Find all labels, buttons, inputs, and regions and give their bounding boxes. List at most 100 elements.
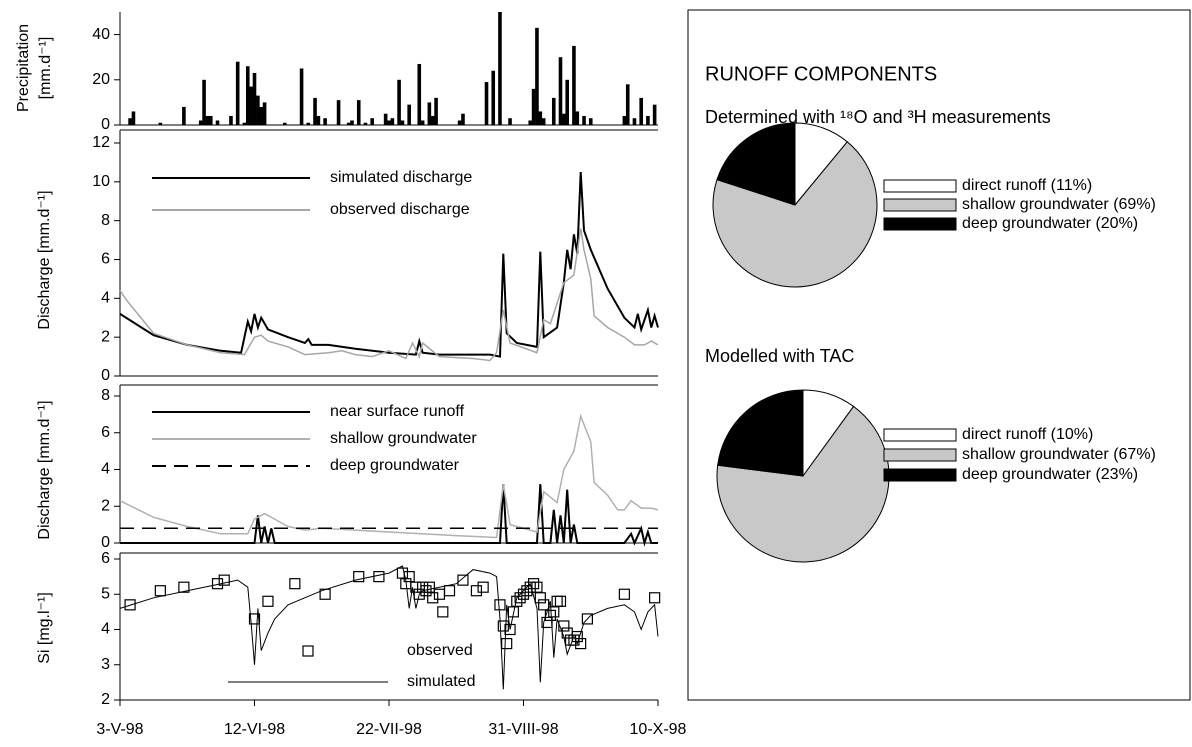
y-tick-label: 0 — [101, 367, 110, 384]
data-point — [524, 581, 536, 593]
bar — [182, 106, 186, 125]
runoff-panel — [687, 9, 1191, 701]
series-line — [119, 172, 659, 358]
bar — [417, 63, 422, 125]
bar — [558, 57, 563, 126]
y-tick-label: 40 — [92, 26, 110, 43]
bar — [202, 79, 206, 125]
y-axis-label: Si [mg.l⁻¹] — [36, 592, 53, 664]
x-tick-label: 3-V-98 — [96, 721, 143, 738]
y-tick-label: 2 — [101, 497, 110, 514]
y-tick-label: 2 — [101, 328, 110, 345]
data-point — [514, 592, 526, 604]
bar — [400, 120, 405, 125]
legend-category: deep groundwater — [962, 466, 1092, 483]
bar — [363, 122, 368, 125]
pie-slice — [716, 122, 796, 206]
bar — [387, 120, 391, 125]
data-point — [423, 581, 435, 593]
bar — [508, 118, 512, 125]
bar — [427, 102, 432, 125]
bar — [252, 73, 257, 125]
legend-value: (10%) — [1051, 426, 1094, 443]
bar — [208, 115, 213, 125]
data-point — [554, 595, 567, 607]
data-point — [494, 599, 506, 611]
bar — [235, 61, 240, 125]
bar — [535, 27, 539, 125]
x-tick-label: 12-VI-98 — [224, 721, 285, 738]
data-point — [396, 567, 409, 579]
legend-swatch — [883, 217, 957, 231]
data-point — [154, 585, 166, 597]
pie-title: Modelled with TAC — [705, 346, 854, 366]
legend-label: deep groundwater — [330, 457, 460, 474]
legend-category: direct runoff — [962, 426, 1047, 443]
legend-label: direct runoff (11%) — [962, 177, 1092, 194]
bar — [430, 115, 435, 125]
y-tick-label: 4 — [101, 461, 110, 478]
legend-label: near surface runoff — [330, 403, 465, 420]
data-point — [248, 613, 261, 625]
series-line — [120, 484, 658, 547]
data-point — [511, 595, 523, 607]
data-point — [649, 592, 661, 604]
bar — [582, 115, 586, 125]
bar — [551, 97, 556, 125]
bar — [229, 115, 233, 125]
series-line — [119, 413, 659, 539]
runoff-title: RUNOFF COMPONENTS — [705, 63, 937, 85]
data-point — [534, 592, 546, 604]
bar — [383, 113, 388, 125]
data-point — [457, 574, 469, 586]
data-point — [477, 581, 489, 593]
bar — [346, 122, 351, 125]
bar — [282, 122, 287, 125]
legend-value: (11%) — [1051, 177, 1093, 194]
legend-category: deep groundwater — [962, 215, 1092, 232]
data-point — [124, 599, 136, 611]
data-point — [413, 588, 425, 600]
y-tick-label: 0 — [101, 116, 110, 133]
bar — [528, 120, 533, 125]
legend-label: deep groundwater (20%) — [962, 215, 1138, 232]
bar — [652, 104, 657, 125]
bar — [313, 97, 317, 125]
data-point — [289, 578, 301, 590]
bar — [256, 95, 260, 125]
y-tick-label: 0 — [101, 534, 110, 551]
bar — [262, 102, 267, 125]
x-tick-label: 22-VII-98 — [356, 721, 422, 738]
pie-slice — [717, 389, 804, 477]
bar — [249, 86, 253, 125]
legend-value: (23%) — [1095, 466, 1138, 483]
y-axis-label: Discharge [mm.d⁻¹] — [36, 400, 53, 539]
y-tick-label: 12 — [92, 134, 110, 151]
legend-label: shallow groundwater (67%) — [962, 446, 1156, 463]
series-line — [119, 228, 659, 362]
bar — [390, 118, 395, 125]
y-tick-label: 2 — [101, 691, 110, 708]
data-point — [551, 595, 563, 607]
bar — [531, 88, 536, 125]
y-tick-label: 8 — [101, 212, 110, 229]
bar — [562, 113, 566, 125]
y-tick-label: 8 — [101, 387, 110, 404]
legend-value: (67%) — [1113, 446, 1156, 463]
bar — [491, 70, 496, 125]
legend-label: deep groundwater (23%) — [962, 466, 1138, 483]
y-axis-label: Precipitation — [15, 24, 32, 112]
data-point — [531, 581, 543, 593]
bar — [242, 122, 247, 125]
bar — [350, 120, 354, 125]
data-point — [501, 637, 513, 650]
bar — [198, 120, 203, 125]
legend-label: simulated discharge — [330, 169, 472, 186]
bar — [588, 118, 593, 125]
bar — [484, 82, 489, 125]
bar — [323, 118, 327, 125]
y-tick-label: 4 — [101, 621, 110, 638]
y-tick-label: 10 — [92, 173, 110, 190]
legend-value: (69%) — [1113, 196, 1156, 213]
